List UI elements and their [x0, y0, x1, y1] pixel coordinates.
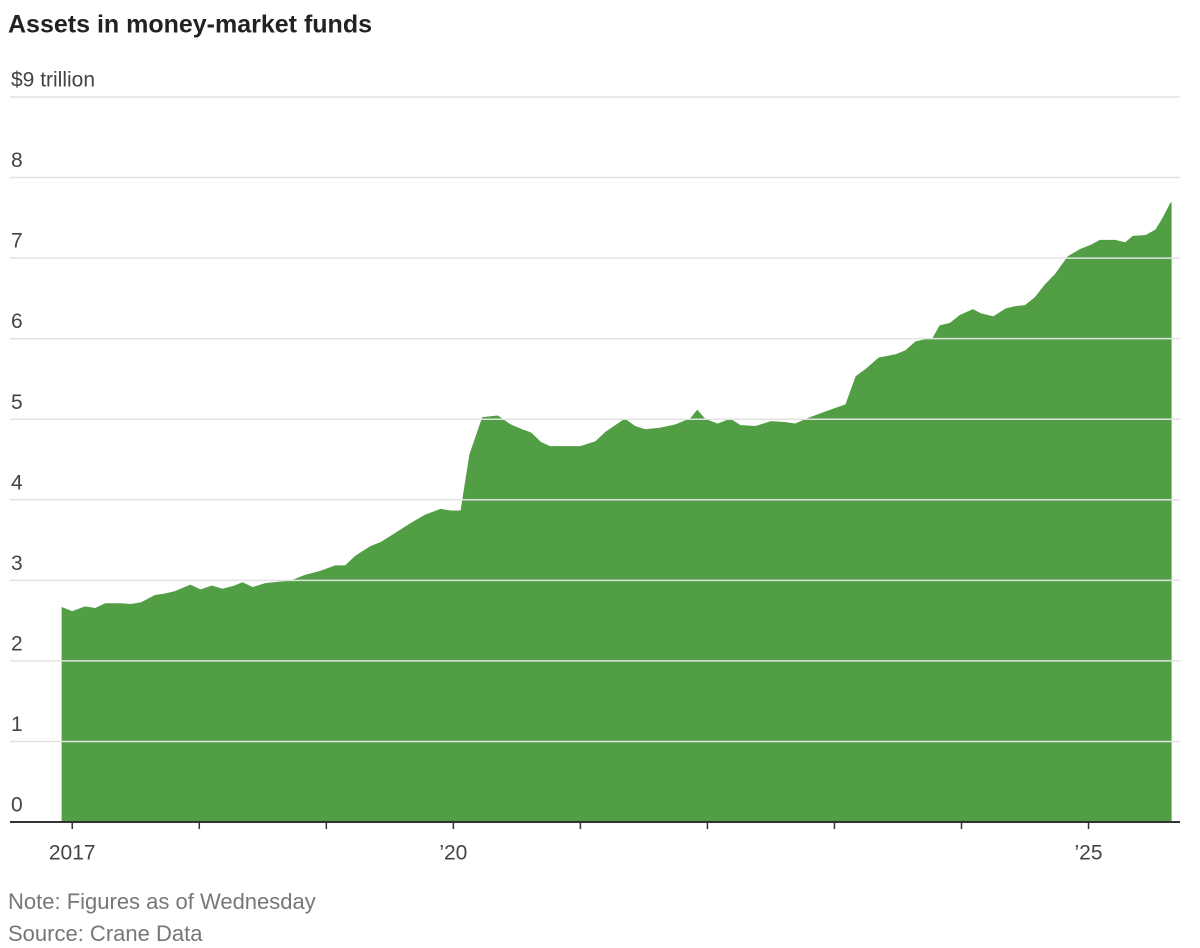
y-tick-label: 8 — [11, 149, 23, 172]
area — [61, 202, 1172, 823]
note: Note: Figures as of Wednesday — [8, 889, 316, 914]
chart-title: Assets in money-market funds — [8, 11, 372, 39]
source: Source: Crane Data — [8, 921, 203, 946]
y-tick-label: 5 — [11, 391, 23, 414]
y-tick-label: 6 — [11, 310, 23, 333]
x-tick-label: 2017 — [49, 842, 96, 865]
y-tick-label: $9 trillion — [11, 69, 95, 92]
y-tick-label: 2 — [11, 632, 23, 655]
y-tick-label: 1 — [11, 713, 23, 736]
y-tick-label: 4 — [11, 471, 23, 494]
y-tick-label: 7 — [11, 230, 23, 253]
y-tick-label: 0 — [11, 794, 23, 817]
x-tick-label: ’20 — [439, 842, 467, 865]
x-tick-label: ’25 — [1075, 842, 1103, 865]
y-tick-label: 3 — [11, 552, 23, 575]
